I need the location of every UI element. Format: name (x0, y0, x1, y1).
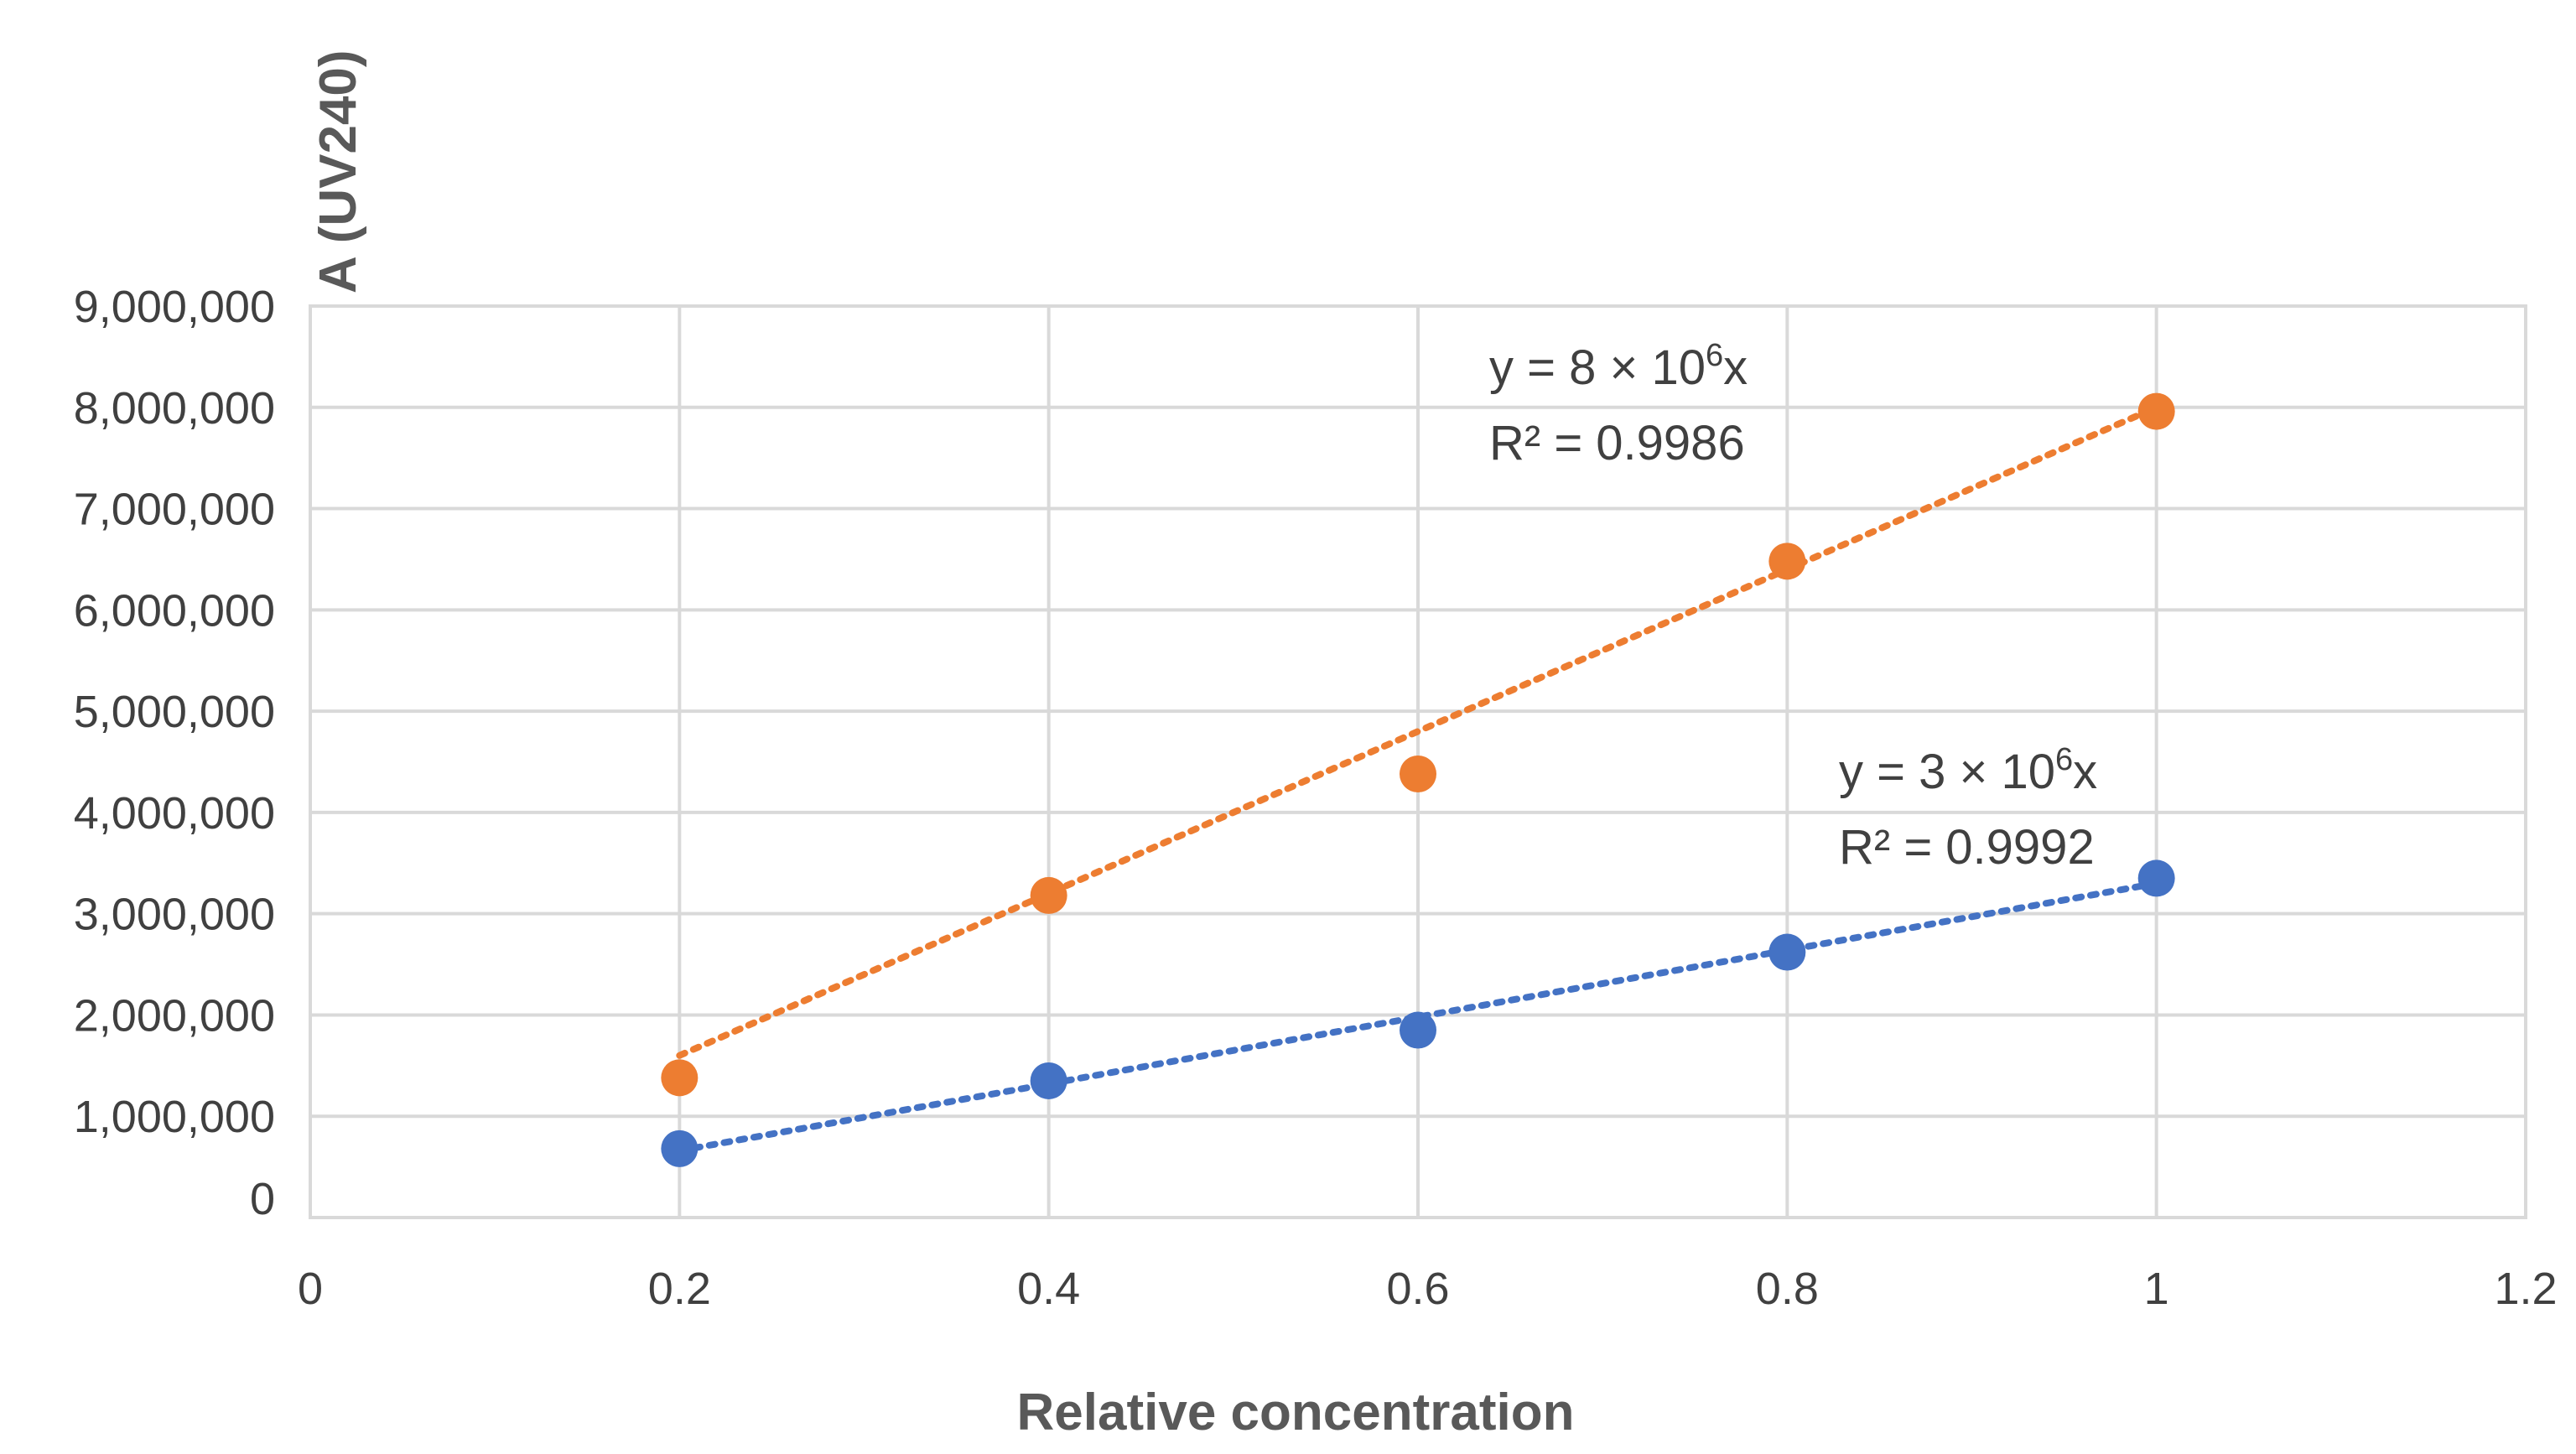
trendline-series-2 (676, 403, 2160, 1059)
data-point-series-2 (2137, 392, 2175, 430)
plot-area (309, 304, 2527, 1219)
data-points (661, 392, 2175, 1167)
data-point-series-2 (1030, 876, 1067, 914)
y-tick-label: 2,000,000 (74, 990, 275, 1041)
y-tick-label: 6,000,000 (74, 585, 275, 636)
trendlines (676, 403, 2160, 1155)
x-tick-label: 0.2 (648, 1264, 711, 1314)
x-tick-label: 0.4 (1017, 1264, 1080, 1314)
data-point-series-2 (1768, 543, 1806, 580)
trendline-r-squared: R² = 0.9986 (1489, 416, 1745, 470)
data-point-series-1 (661, 1129, 699, 1167)
x-tick-label: 1.2 (2494, 1264, 2557, 1314)
x-tick-label: 0 (298, 1264, 323, 1314)
y-tick-label: 5,000,000 (74, 687, 275, 737)
data-point-series-2 (661, 1059, 699, 1097)
trendline-equation: y = 3 × 106x (1839, 742, 2097, 799)
y-tick-label: 3,000,000 (74, 890, 275, 940)
y-tick-label: 0 (250, 1174, 275, 1224)
x-tick-label: 1 (2144, 1264, 2169, 1314)
x-tick-label: 0.6 (1386, 1264, 1449, 1314)
y-axis-title: A (UV240) (309, 49, 367, 293)
y-tick-label: 4,000,000 (74, 788, 275, 839)
y-tick-label: 8,000,000 (74, 383, 275, 434)
data-point-series-1 (1768, 933, 1806, 971)
data-point-series-1 (1030, 1062, 1067, 1099)
y-tick-label: 9,000,000 (74, 282, 275, 332)
y-tick-label: 1,000,000 (74, 1092, 275, 1142)
trendline-equation: y = 8 × 106x (1489, 338, 1748, 395)
data-point-series-2 (1400, 755, 1436, 792)
trendline-r-squared: R² = 0.9992 (1839, 820, 2095, 875)
data-point-series-1 (2137, 859, 2175, 897)
x-axis-title: Relative concentration (1017, 1384, 1575, 1441)
data-point-series-1 (1400, 1011, 1436, 1049)
y-tick-label: 7,000,000 (74, 485, 275, 535)
trendline-equations: y = 3 × 106x R² = 0.9992 y = 8 × 106x R² = … (1489, 338, 2097, 875)
tick-labels: 0 0.2 0.4 0.6 0.8 1 1.2 0 1,000,000 2,000,000 3,00… (74, 282, 2558, 1314)
x-tick-label: 0.8 (1756, 1264, 1819, 1314)
trendline-series-1 (676, 880, 2160, 1155)
